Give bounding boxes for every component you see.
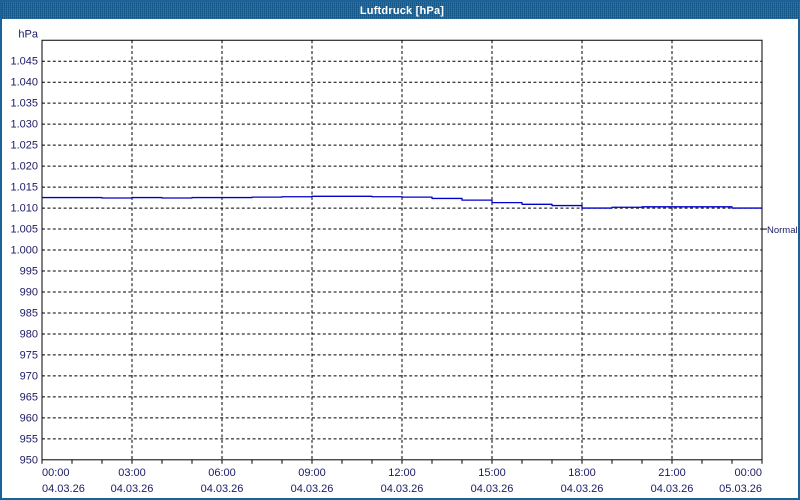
svg-text:985: 985 [20,307,38,319]
svg-text:1.020: 1.020 [10,161,38,173]
svg-text:04.03.26: 04.03.26 [561,483,604,495]
svg-text:960: 960 [20,412,38,424]
svg-text:1.045: 1.045 [10,56,38,68]
svg-text:21:00: 21:00 [658,467,686,479]
svg-text:00:00: 00:00 [734,467,762,479]
svg-text:09:00: 09:00 [298,467,326,479]
svg-text:06:00: 06:00 [208,467,236,479]
svg-text:980: 980 [20,328,38,340]
svg-text:Normal: Normal [767,225,798,236]
svg-text:04.03.26: 04.03.26 [471,483,514,495]
svg-text:1.035: 1.035 [10,98,38,110]
svg-text:05.03.26: 05.03.26 [719,483,762,495]
svg-text:975: 975 [20,349,38,361]
svg-text:04.03.26: 04.03.26 [651,483,694,495]
svg-text:00:00: 00:00 [42,467,70,479]
svg-text:04.03.26: 04.03.26 [111,483,154,495]
svg-text:03:00: 03:00 [118,467,146,479]
svg-text:995: 995 [20,266,38,278]
svg-text:1.030: 1.030 [10,119,38,131]
svg-text:1.005: 1.005 [10,224,38,236]
svg-text:990: 990 [20,286,38,298]
svg-text:1.025: 1.025 [10,140,38,152]
svg-text:12:00: 12:00 [388,467,416,479]
svg-text:15:00: 15:00 [478,467,506,479]
svg-text:04.03.26: 04.03.26 [201,483,244,495]
svg-text:1.040: 1.040 [10,77,38,89]
svg-text:1.010: 1.010 [10,203,38,215]
svg-text:hPa: hPa [18,29,38,41]
svg-text:18:00: 18:00 [568,467,596,479]
svg-text:1.015: 1.015 [10,182,38,194]
svg-text:04.03.26: 04.03.26 [381,483,424,495]
svg-text:965: 965 [20,391,38,403]
svg-text:970: 970 [20,370,38,382]
svg-text:04.03.26: 04.03.26 [42,483,85,495]
svg-text:1.000: 1.000 [10,245,38,257]
svg-text:955: 955 [20,433,38,445]
svg-text:04.03.26: 04.03.26 [291,483,334,495]
svg-text:950: 950 [20,454,38,466]
